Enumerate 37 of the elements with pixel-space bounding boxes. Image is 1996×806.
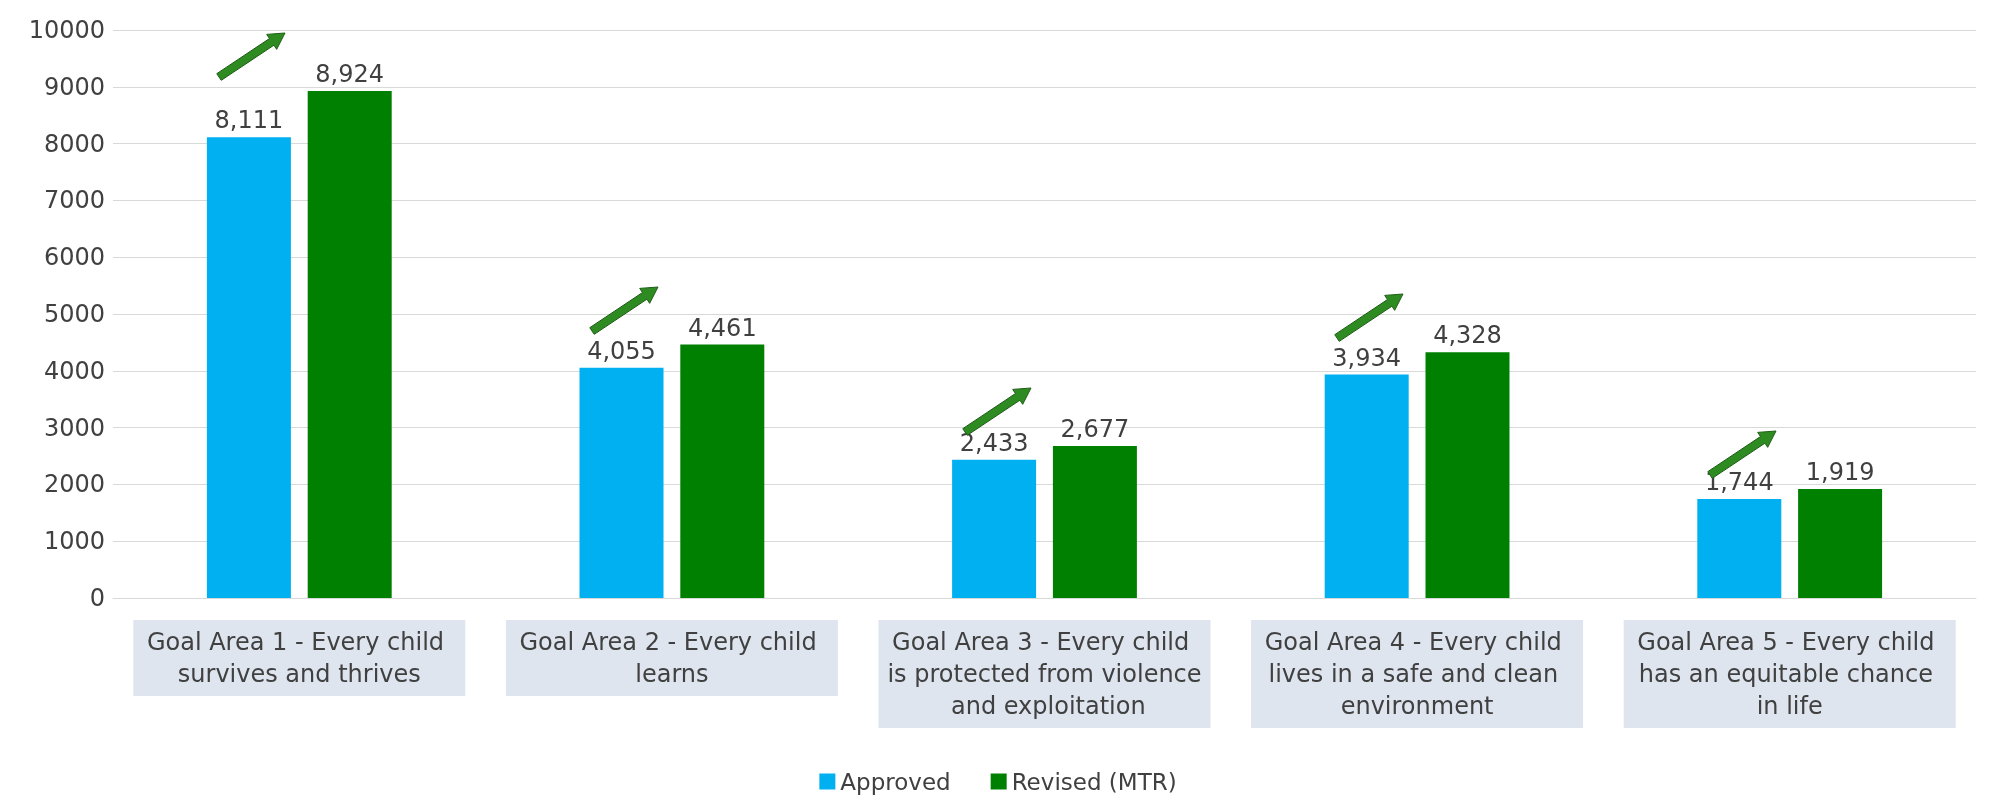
data-label: 4,328 <box>1433 321 1502 350</box>
x-tick-label: Goal Area 5 - Every child has an equitable chance in life <box>1637 628 1943 720</box>
y-tick-label: 6000 <box>43 243 105 272</box>
data-label: 2,433 <box>959 428 1029 457</box>
legend-label: Approved <box>840 768 951 795</box>
data-label: 4,055 <box>587 336 656 365</box>
data-label: 1,919 <box>1805 458 1875 486</box>
x-tick-label: Goal Area 3 - Every child is protected from violence and exploitation <box>887 628 1202 720</box>
data-label: 3,934 <box>1332 343 1402 372</box>
bar <box>579 367 664 598</box>
bar <box>1425 352 1510 598</box>
y-tick-label: 10000 <box>28 16 105 44</box>
bar <box>680 344 765 598</box>
y-tick-label: 1000 <box>43 527 105 556</box>
y-tick-label: 3000 <box>43 413 105 442</box>
data-label: 2,677 <box>1060 414 1130 443</box>
y-tick-label: 0 <box>89 584 105 612</box>
bar <box>1798 489 1883 598</box>
bar <box>206 137 291 598</box>
y-tick-label: 7000 <box>43 186 105 215</box>
data-label: 8,924 <box>315 60 385 89</box>
x-tick-label: Goal Area 4 - Every child lives in a safe and clean environment <box>1264 628 1570 720</box>
y-tick-label: 5000 <box>43 300 105 328</box>
bar <box>307 91 392 598</box>
legend-label: Revised (MTR) <box>1011 768 1177 795</box>
bar <box>1052 445 1137 598</box>
bar <box>1697 498 1782 598</box>
y-tick-label: 2000 <box>43 470 105 499</box>
data-label: 8,111 <box>214 106 284 135</box>
x-tick-label: Goal Area 2 - Every child learns <box>519 628 825 688</box>
bar <box>952 459 1037 598</box>
y-tick-label: 8000 <box>43 129 105 158</box>
bar <box>1324 374 1409 598</box>
data-label: 4,461 <box>687 313 757 342</box>
y-tick-label: 9000 <box>43 72 105 101</box>
y-tick-label: 4000 <box>43 356 105 385</box>
x-tick-label: Goal Area 1 - Every child survives and thrives <box>146 628 452 688</box>
